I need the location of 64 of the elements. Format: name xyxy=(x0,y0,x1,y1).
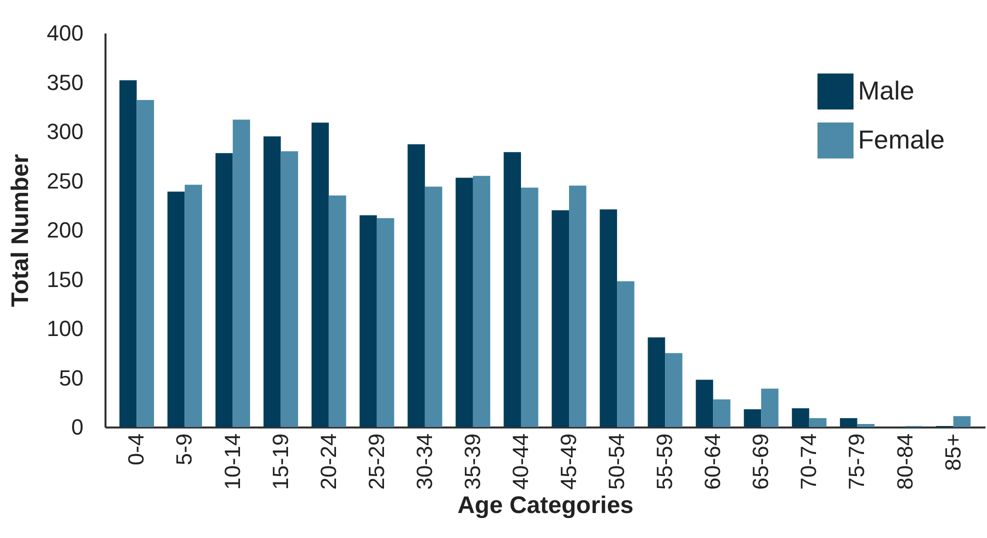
bar xyxy=(472,176,490,427)
x-tick-label: 5-9 xyxy=(172,434,197,466)
bar xyxy=(792,408,810,427)
x-tick-label: 50-54 xyxy=(604,434,630,490)
legend-label: Female xyxy=(858,124,945,154)
x-tick-label: 55-59 xyxy=(652,434,678,490)
y-tick-label: 50 xyxy=(59,365,84,390)
y-tick-label: 100 xyxy=(46,316,84,341)
bar xyxy=(552,210,570,427)
bar xyxy=(360,215,377,427)
bar xyxy=(215,153,233,427)
bar xyxy=(424,186,442,427)
bar xyxy=(600,209,618,427)
y-tick-label: 350 xyxy=(46,70,84,95)
bar xyxy=(761,388,778,427)
bar xyxy=(328,196,346,427)
y-tick-label: 400 xyxy=(46,20,84,46)
bar xyxy=(280,151,298,427)
y-axis-title: Total Number xyxy=(6,154,34,307)
bar xyxy=(232,120,250,427)
bar xyxy=(857,424,875,427)
bar xyxy=(569,186,586,427)
bar xyxy=(809,418,826,427)
bar xyxy=(456,178,473,427)
y-tick-label: 300 xyxy=(46,119,84,144)
bar xyxy=(665,353,682,427)
bar xyxy=(167,192,185,427)
x-tick-label: 80-84 xyxy=(892,434,918,490)
x-tick-label: 65-69 xyxy=(748,434,774,490)
bar xyxy=(184,184,202,427)
x-tick-label: 70-74 xyxy=(796,434,822,490)
x-tick-label: 60-64 xyxy=(700,434,726,490)
y-tick-label: 150 xyxy=(46,266,84,292)
x-tick-label: 35-39 xyxy=(460,434,485,490)
bar xyxy=(648,337,666,427)
y-tick-label: 0 xyxy=(71,414,84,440)
x-axis-title: Age Categories xyxy=(457,492,634,519)
x-tick-label: 25-29 xyxy=(364,434,389,490)
bar xyxy=(713,399,730,427)
y-tick-label: 250 xyxy=(46,168,84,194)
x-tick-label: 10-14 xyxy=(220,434,245,490)
bar xyxy=(136,100,154,427)
x-tick-label: 20-24 xyxy=(316,434,341,490)
bar xyxy=(744,409,762,427)
y-tick-label: 200 xyxy=(46,218,84,242)
bar xyxy=(312,122,329,427)
x-tick-label: 40-44 xyxy=(508,434,533,490)
bar xyxy=(408,144,425,427)
x-tick-label: 15-19 xyxy=(268,434,293,490)
x-tick-label: 75-79 xyxy=(844,434,870,490)
bar xyxy=(376,218,394,427)
bar xyxy=(119,80,137,427)
legend-label: Male xyxy=(858,76,914,106)
bar xyxy=(840,418,858,427)
bar xyxy=(504,152,521,427)
x-tick-label: 85+ xyxy=(940,434,966,471)
bar xyxy=(617,281,634,427)
x-tick-label: 45-49 xyxy=(556,434,582,490)
x-tick-label: 30-34 xyxy=(412,434,437,490)
bar xyxy=(520,188,538,427)
bar xyxy=(696,380,714,427)
bar xyxy=(953,416,971,427)
bar xyxy=(264,136,281,427)
x-tick-label: 0-4 xyxy=(124,434,149,466)
